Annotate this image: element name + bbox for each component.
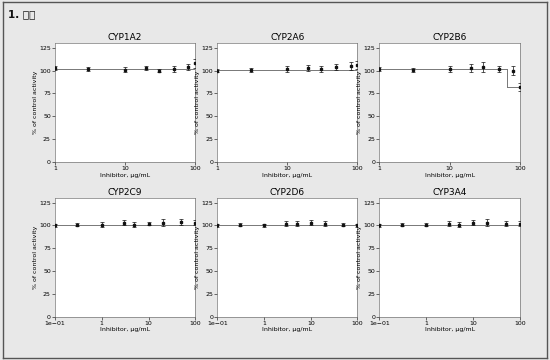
X-axis label: Inhibitor, μg/mL: Inhibitor, μg/mL [262,172,312,177]
Y-axis label: % of control activity: % of control activity [32,71,38,134]
X-axis label: Inhibitor, μg/mL: Inhibitor, μg/mL [100,172,150,177]
Y-axis label: % of control activity: % of control activity [357,71,362,134]
Title: CYP1A2: CYP1A2 [108,33,142,42]
Title: CYP3A4: CYP3A4 [432,188,467,197]
Y-axis label: % of control activity: % of control activity [357,226,362,289]
Y-axis label: % of control activity: % of control activity [195,226,200,289]
X-axis label: Inhibitor, μg/mL: Inhibitor, μg/mL [100,327,150,332]
X-axis label: Inhibitor, μg/mL: Inhibitor, μg/mL [425,327,475,332]
Text: 1. 홍삼: 1. 홍삼 [8,9,36,19]
Title: CYP2D6: CYP2D6 [270,188,305,197]
Title: CYP2A6: CYP2A6 [270,33,305,42]
X-axis label: Inhibitor, μg/mL: Inhibitor, μg/mL [262,327,312,332]
Title: CYP2B6: CYP2B6 [432,33,467,42]
X-axis label: Inhibitor, μg/mL: Inhibitor, μg/mL [425,172,475,177]
Y-axis label: % of control activity: % of control activity [195,71,200,134]
Y-axis label: % of control activity: % of control activity [32,226,38,289]
Title: CYP2C9: CYP2C9 [108,188,142,197]
